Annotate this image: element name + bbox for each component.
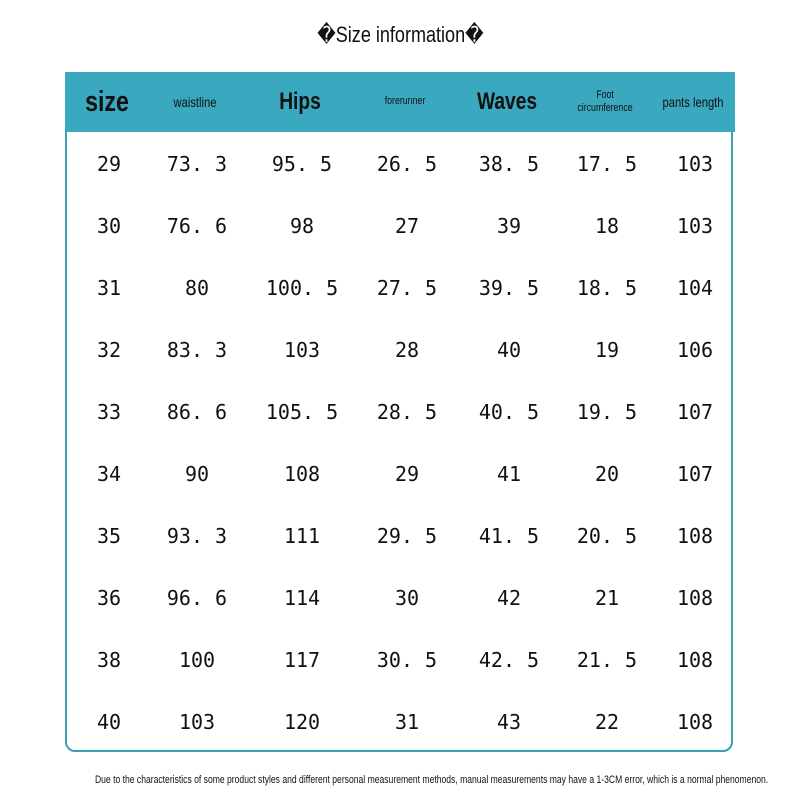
table-cell: 100 xyxy=(178,648,216,672)
table-cell: 103 xyxy=(676,152,714,176)
table-cell: 42. 5 xyxy=(478,648,540,672)
measurement-note: Due to the characteristics of some produ… xyxy=(94,774,769,786)
column-header: waistline xyxy=(173,93,217,110)
table-cell: 36 xyxy=(96,586,122,610)
column-header: size xyxy=(85,85,129,118)
table-cell: 76. 6 xyxy=(166,214,228,238)
table-cell: 26. 5 xyxy=(376,152,438,176)
table-cell: 95. 5 xyxy=(271,152,333,176)
table-row: 40 103 120 31 43 22 108 xyxy=(67,691,731,753)
table-cell: 43 xyxy=(496,710,522,734)
table-cell: 17. 5 xyxy=(576,152,638,176)
table-cell: 28 xyxy=(394,338,420,362)
table-cell: 106 xyxy=(676,338,714,362)
table-cell: 103 xyxy=(283,338,321,362)
table-cell: 108 xyxy=(283,462,321,486)
column-header: Waves xyxy=(476,87,538,115)
table-cell: 21. 5 xyxy=(576,648,638,672)
table-row: 30 76. 6 98 27 39 18 103 xyxy=(67,195,731,257)
table-cell: 103 xyxy=(178,710,216,734)
table-row: 29 73. 3 95. 5 26. 5 38. 5 17. 5 103 xyxy=(67,133,731,195)
table-cell: 103 xyxy=(676,214,714,238)
table-cell: 40. 5 xyxy=(478,400,540,424)
table-cell: 20 xyxy=(594,462,620,486)
table-cell: 105. 5 xyxy=(265,400,339,424)
table-row: 32 83. 3 103 28 40 19 106 xyxy=(67,319,731,381)
table-row: 35 93. 3 111 29. 5 41. 5 20. 5 108 xyxy=(67,505,731,567)
table-cell: 31 xyxy=(96,276,122,300)
table-row: 34 90 108 29 41 20 107 xyxy=(67,443,731,505)
table-cell: 104 xyxy=(676,276,714,300)
table-cell: 80 xyxy=(184,276,210,300)
table-cell: 41. 5 xyxy=(478,524,540,548)
table-cell: 90 xyxy=(184,462,210,486)
table-cell: 22 xyxy=(594,710,620,734)
table-cell: 18. 5 xyxy=(576,276,638,300)
table-cell: 28. 5 xyxy=(376,400,438,424)
table-cell: 27 xyxy=(394,214,420,238)
table-cell: 120 xyxy=(283,710,321,734)
table-cell: 38 xyxy=(96,648,122,672)
table-row: 31 80 100. 5 27. 5 39. 5 18. 5 104 xyxy=(67,257,731,319)
table-cell: 86. 6 xyxy=(166,400,228,424)
column-header: Hips xyxy=(279,87,321,115)
table-cell: 27. 5 xyxy=(376,276,438,300)
table-cell: 29 xyxy=(96,152,122,176)
table-cell: 29. 5 xyxy=(376,524,438,548)
table-cell: 35 xyxy=(96,524,122,548)
table-cell: 20. 5 xyxy=(576,524,638,548)
table-cell: 83. 3 xyxy=(166,338,228,362)
table-cell: 29 xyxy=(394,462,420,486)
table-row: 36 96. 6 114 30 42 21 108 xyxy=(67,567,731,629)
table-cell: 117 xyxy=(283,648,321,672)
table-cell: 32 xyxy=(96,338,122,362)
table-cell: 42 xyxy=(496,586,522,610)
table-cell: 19 xyxy=(594,338,620,362)
column-header: forerunner xyxy=(384,95,426,108)
table-cell: 31 xyxy=(394,710,420,734)
table-cell: 30. 5 xyxy=(376,648,438,672)
column-header: Foot circumference xyxy=(577,88,633,114)
table-cell: 93. 3 xyxy=(166,524,228,548)
table-cell: 34 xyxy=(96,462,122,486)
table-cell: 96. 6 xyxy=(166,586,228,610)
size-table: size waistline Hips forerunner Waves Foot cir… xyxy=(65,72,735,753)
table-cell: 73. 3 xyxy=(166,152,228,176)
table-cell: 18 xyxy=(594,214,620,238)
table-cell: 108 xyxy=(676,710,714,734)
table-cell: 98 xyxy=(289,214,315,238)
table-cell: 41 xyxy=(496,462,522,486)
table-cell: 107 xyxy=(676,462,714,486)
table-row: 33 86. 6 105. 5 28. 5 40. 5 19. 5 107 xyxy=(67,381,731,443)
table-row: 38 100 117 30. 5 42. 5 21. 5 108 xyxy=(67,629,731,691)
table-header: size waistline Hips forerunner Waves Foot cir… xyxy=(65,72,735,132)
table-cell: 111 xyxy=(283,524,321,548)
column-header: pants length xyxy=(662,93,724,110)
table-cell: 19. 5 xyxy=(576,400,638,424)
table-cell: 39 xyxy=(496,214,522,238)
table-cell: 30 xyxy=(96,214,122,238)
table-cell: 100. 5 xyxy=(265,276,339,300)
table-cell: 108 xyxy=(676,648,714,672)
table-cell: 33 xyxy=(96,400,122,424)
table-cell: 38. 5 xyxy=(478,152,540,176)
table-cell: 114 xyxy=(283,586,321,610)
page-title: �Size information� xyxy=(316,22,484,47)
table-cell: 21 xyxy=(594,586,620,610)
table-cell: 30 xyxy=(394,586,420,610)
table-cell: 108 xyxy=(676,586,714,610)
table-cell: 108 xyxy=(676,524,714,548)
table-cell: 40 xyxy=(496,338,522,362)
table-cell: 40 xyxy=(96,710,122,734)
table-cell: 107 xyxy=(676,400,714,424)
table-cell: 39. 5 xyxy=(478,276,540,300)
